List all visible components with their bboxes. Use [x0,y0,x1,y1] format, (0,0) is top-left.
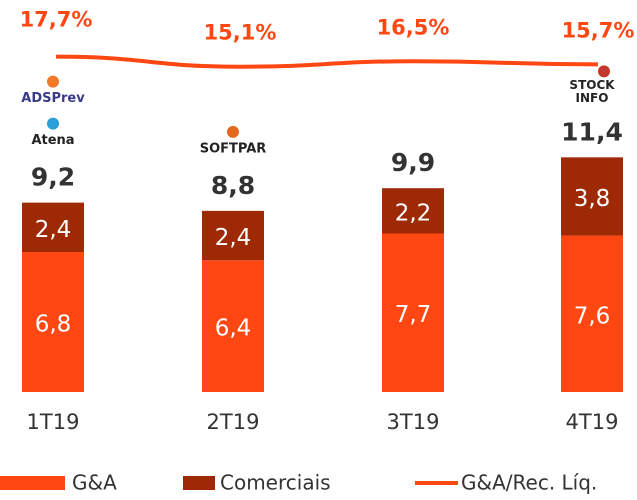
logo-icon [227,125,239,138]
value-label: 2,4 [215,225,252,251]
bar-segment [382,188,444,234]
bar-segment [22,202,84,253]
logo-icon [598,65,610,78]
bar-segment [202,210,264,261]
logo-text: Atena [31,133,74,148]
bar-segment [202,260,264,392]
bar-segment [561,235,623,392]
value-label: 6,4 [215,316,252,342]
x-tick-label: 3T19 [387,410,440,434]
line-label: 16,5% [377,15,450,39]
x-tick-label: 4T19 [566,410,619,434]
legend-swatch [0,476,65,490]
logo-text: STOCK [569,78,615,92]
legend-label: Comerciais [220,471,331,495]
bar-segment [22,252,84,392]
logo-text: SOFTPAR [200,141,267,156]
total-label: 9,9 [391,148,435,177]
line-label: 15,7% [562,18,635,42]
value-label: 3,8 [574,186,611,212]
line-label: 15,1% [204,21,277,45]
legend-label: G&A [72,471,117,495]
logo-text: INFO [576,91,609,105]
bar-segment [382,233,444,392]
logo-icon [47,117,59,130]
value-label: 2,4 [35,217,72,243]
value-label: 6,8 [35,312,72,338]
x-tick-label: 1T19 [27,410,80,434]
logo-icon [47,75,59,88]
x-tick-label: 2T19 [207,410,260,434]
value-label: 7,7 [395,302,432,328]
bar-segment [561,157,623,236]
legend-swatch [183,476,215,490]
line-label: 17,7% [20,8,93,32]
total-label: 11,4 [561,117,623,146]
legend-label: G&A/Rec. Líq. [461,471,597,495]
total-label: 9,2 [31,163,75,192]
line [55,54,599,69]
logo-text: ADSPrev [21,91,85,106]
value-label: 7,6 [574,303,611,329]
value-label: 2,2 [395,200,432,226]
total-label: 8,8 [211,171,255,200]
